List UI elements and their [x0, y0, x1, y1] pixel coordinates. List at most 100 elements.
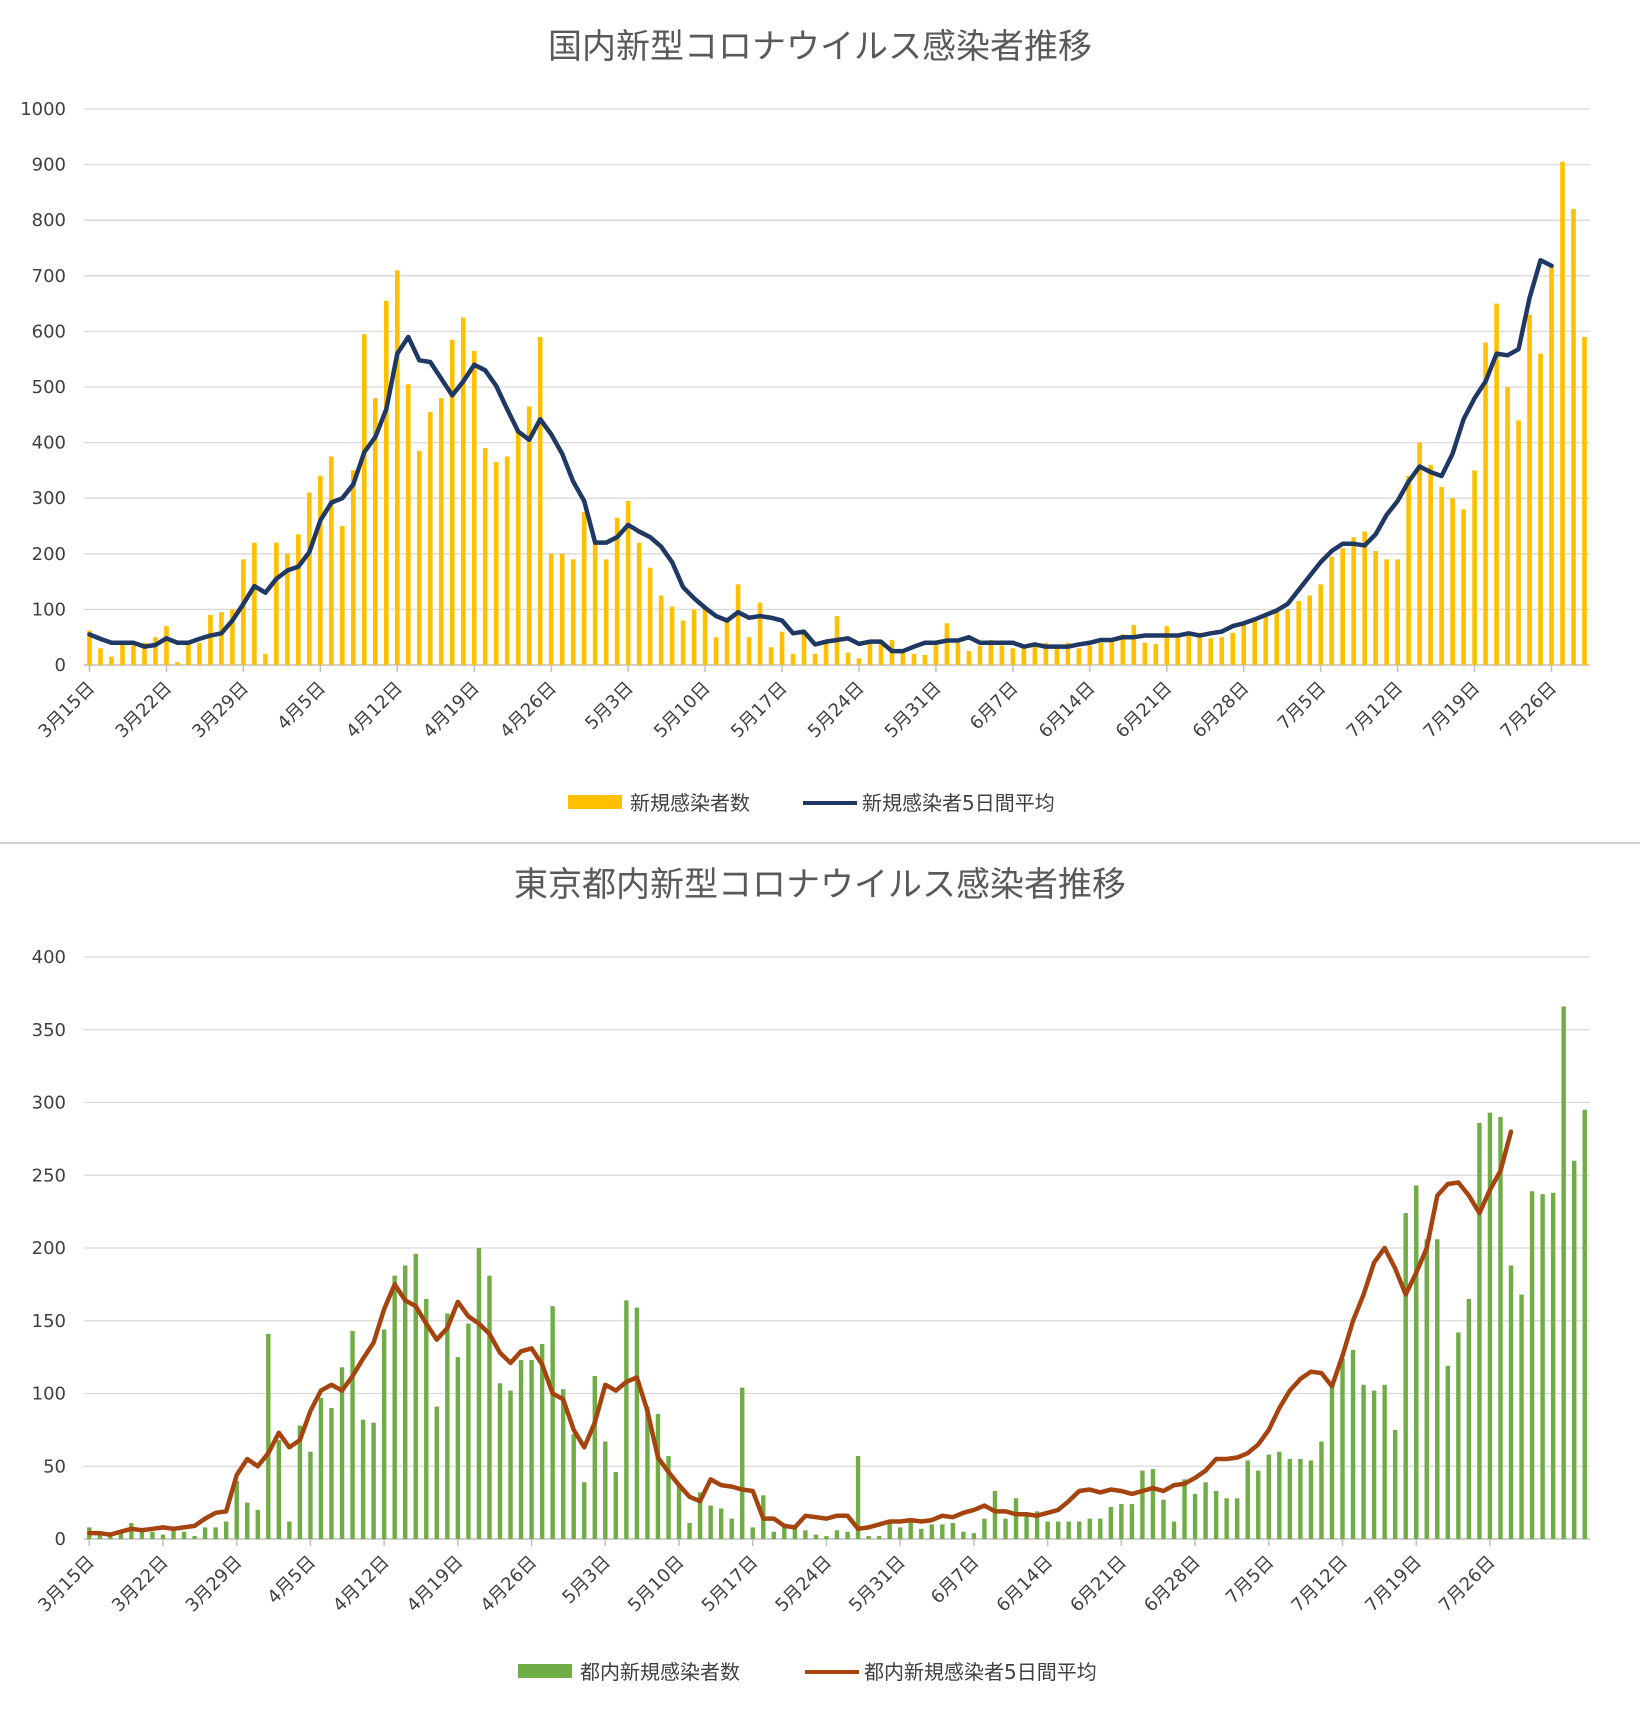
bar	[504, 456, 510, 665]
y-tick-label: 400	[32, 433, 66, 454]
bar	[171, 1528, 176, 1539]
legend-bar-label: 新規感染者数	[630, 791, 750, 815]
bar	[150, 1531, 155, 1539]
bar	[687, 1522, 692, 1539]
bar	[971, 1533, 977, 1539]
y-tick-label: 0	[55, 1529, 66, 1550]
bar	[318, 1397, 324, 1539]
bar	[438, 398, 444, 665]
legend: 都内新規感染者数 都内新規感染者5日間平均	[518, 1660, 1097, 1684]
bar	[109, 656, 114, 665]
y-tick-label: 0	[55, 655, 66, 676]
x-tick-label: 5月10日	[650, 678, 715, 743]
bar	[1098, 1518, 1103, 1539]
bar	[582, 1482, 587, 1539]
bar	[1150, 1469, 1156, 1539]
bar	[460, 317, 466, 665]
y-tick-label: 150	[32, 1311, 66, 1332]
bar	[845, 652, 851, 665]
bar	[98, 648, 103, 665]
bar	[1498, 1117, 1503, 1539]
y-tick-label: 600	[32, 321, 66, 342]
bar	[1340, 1358, 1345, 1539]
x-tick-label: 6月28日	[1189, 678, 1254, 743]
bar	[482, 448, 488, 665]
bar	[740, 1387, 745, 1539]
bar	[1435, 1239, 1440, 1539]
x-tick-label: 5月17日	[698, 1552, 763, 1617]
bar	[929, 1524, 934, 1539]
bar	[186, 642, 191, 665]
bar	[940, 1524, 945, 1539]
bar	[329, 1408, 334, 1539]
bar	[413, 1253, 418, 1539]
bar	[487, 1275, 492, 1539]
bar	[614, 517, 620, 665]
y-tick-label: 700	[32, 266, 66, 287]
bar	[1055, 1521, 1061, 1539]
y-tick-label: 50	[43, 1456, 66, 1477]
bar	[790, 653, 796, 665]
bar	[1549, 264, 1554, 665]
x-tick-label: 4月12日	[342, 678, 407, 743]
bar	[405, 384, 411, 665]
bar	[266, 1333, 271, 1539]
bar	[427, 412, 433, 665]
bar	[223, 1521, 229, 1539]
bar	[1571, 1160, 1577, 1539]
x-tick-label: 6月21日	[1112, 678, 1177, 743]
bar	[1519, 1294, 1524, 1539]
bar	[992, 1490, 998, 1539]
chart-title: 東京都内新型コロナウイルス感染者推移	[514, 865, 1126, 905]
bar	[1298, 1458, 1303, 1539]
bar	[1439, 487, 1444, 665]
bar	[1224, 1498, 1229, 1539]
y-tick-label: 200	[32, 1238, 66, 1259]
y-tick-label: 350	[32, 1020, 66, 1041]
bar	[476, 1248, 482, 1539]
bar	[1362, 531, 1367, 665]
bar	[1285, 609, 1291, 665]
bar	[131, 645, 136, 665]
x-tick-label: 4月26日	[496, 678, 561, 743]
bar	[118, 1533, 124, 1539]
bar	[1445, 1365, 1451, 1539]
bar	[340, 526, 345, 665]
bar	[1477, 1122, 1482, 1539]
bar	[1329, 556, 1334, 665]
bar	[1065, 642, 1071, 665]
legend-bar-label: 都内新規感染者数	[580, 1660, 740, 1684]
bar	[1266, 1454, 1272, 1539]
bar	[1045, 1521, 1050, 1539]
bar	[175, 662, 180, 665]
bar	[230, 609, 235, 665]
bar	[718, 1508, 724, 1539]
bar	[339, 1367, 345, 1539]
bar	[1527, 314, 1532, 665]
bar	[658, 595, 664, 665]
bar	[897, 1527, 903, 1539]
bar	[383, 300, 389, 665]
bar	[1392, 1429, 1398, 1539]
x-tick-label: 4月5日	[263, 1552, 320, 1609]
legend-line-label: 都内新規感染者5日間平均	[864, 1660, 1097, 1684]
x-tick-label: 5月24日	[804, 678, 869, 743]
bar	[160, 1534, 166, 1539]
bar	[792, 1525, 798, 1539]
x-tick-label: 7月12日	[1343, 678, 1408, 743]
bar	[318, 475, 323, 665]
bar	[1529, 1191, 1535, 1539]
bar	[537, 336, 543, 665]
bar	[297, 1425, 303, 1539]
bar	[296, 534, 301, 665]
bar	[1403, 1213, 1408, 1539]
bar	[1428, 464, 1433, 665]
bar	[1550, 1192, 1556, 1539]
bar	[1120, 634, 1126, 665]
x-tick-label: 6月7日	[966, 678, 1023, 735]
bar	[142, 642, 147, 665]
bar	[655, 1413, 661, 1539]
bar	[1131, 624, 1137, 665]
bar	[1003, 1518, 1008, 1539]
bar	[1213, 1490, 1219, 1539]
